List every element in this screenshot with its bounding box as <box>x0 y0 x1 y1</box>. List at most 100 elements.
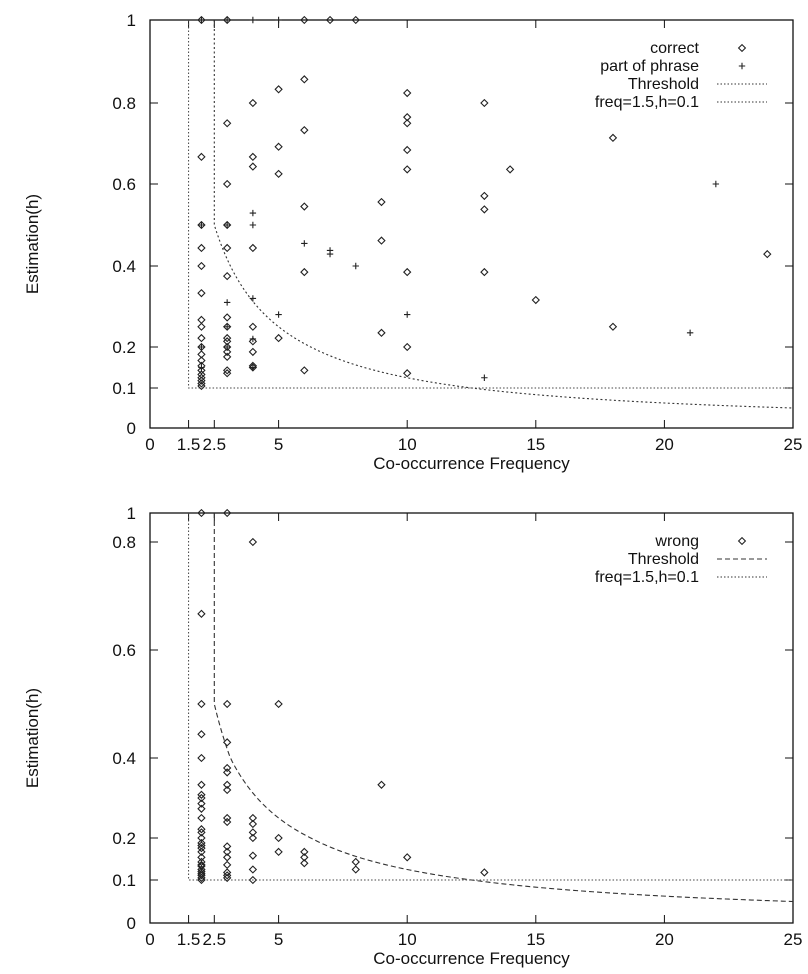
data-point <box>248 865 258 874</box>
data-point <box>608 133 618 143</box>
x-tick-label: 25 <box>784 930 803 949</box>
y-tick-label: 0.2 <box>112 338 136 357</box>
data-point <box>300 853 309 862</box>
y-tick-label: 0 <box>127 419 136 438</box>
data-point <box>222 763 232 773</box>
data-point <box>608 322 618 331</box>
legend-label: correct <box>650 40 699 57</box>
legend-label: Threshold <box>628 76 699 93</box>
data-point <box>197 356 206 365</box>
data-point <box>480 267 489 277</box>
data-point <box>222 352 232 362</box>
data-point <box>300 202 309 211</box>
data-point <box>301 240 308 247</box>
data-point <box>197 843 206 853</box>
data-point <box>274 333 283 343</box>
x-tick-label: 10 <box>398 930 417 949</box>
data-point <box>197 376 206 385</box>
plot-frame <box>149 19 794 429</box>
data-point <box>377 780 386 789</box>
data-point <box>222 768 232 777</box>
legend-label: freq=1.5,h=0.1 <box>595 94 699 111</box>
data-point <box>300 859 309 868</box>
data-point <box>197 790 206 799</box>
data-point <box>275 311 282 318</box>
data-point <box>248 322 258 331</box>
data-point <box>197 243 206 253</box>
data-point <box>300 366 309 375</box>
data-point <box>197 871 206 880</box>
chart-1: 00.10.20.40.60.810 1.5 2.5 5 10 15 20 25Co-occu… <box>23 11 802 473</box>
data-point <box>275 16 282 24</box>
data-point <box>222 738 232 747</box>
data-point <box>248 152 258 162</box>
legend-label: wrong <box>654 533 699 550</box>
x-axis-label: Co-occurrence Frequency <box>373 454 570 473</box>
y-tick-label: 0.4 <box>112 749 136 768</box>
x-tick-label: 0 <box>145 435 154 454</box>
y-tick-label: 0.8 <box>112 533 136 552</box>
series-part-of-phrase <box>198 16 720 381</box>
data-point <box>223 16 231 24</box>
x-tick-label: 5 <box>274 930 283 949</box>
data-point <box>403 342 412 352</box>
data-point <box>222 842 232 851</box>
data-point <box>197 753 206 763</box>
data-point <box>248 162 258 171</box>
threshold-line <box>213 20 794 409</box>
legend-label: part of phrase <box>600 58 699 75</box>
data-point <box>197 873 206 883</box>
x-tick-label: 20 <box>655 435 674 454</box>
data-point <box>403 145 412 155</box>
data-point <box>197 847 206 857</box>
data-point <box>738 62 746 70</box>
data-point <box>222 369 232 378</box>
data-point <box>712 180 720 188</box>
data-point <box>222 322 232 331</box>
legend-label: Threshold <box>628 551 699 568</box>
data-point <box>197 315 206 325</box>
data-point <box>300 15 309 25</box>
data-point <box>248 819 258 829</box>
data-point <box>197 379 206 388</box>
data-point <box>325 15 335 25</box>
series-correct <box>197 15 772 391</box>
data-point <box>403 853 412 862</box>
series-wrong <box>197 508 489 885</box>
data-point <box>197 261 206 271</box>
data-point <box>248 363 258 372</box>
data-point <box>197 220 206 230</box>
x-tick-label: 2.5 <box>202 930 226 949</box>
data-point <box>197 373 206 382</box>
y-tick-label: 1 <box>127 11 136 30</box>
chart-2: 00.10.20.40.60.810 1.5 2.5 5 10 15 20 25Co-occu… <box>23 504 802 968</box>
data-point <box>222 271 232 281</box>
x-tick-label: 2.5 <box>202 435 226 454</box>
data-point <box>223 299 231 306</box>
data-point <box>505 165 515 174</box>
data-point <box>531 295 540 305</box>
data-point <box>403 369 412 378</box>
data-point <box>198 16 205 24</box>
y-tick-label: 1 <box>127 504 136 523</box>
data-point <box>222 699 232 709</box>
data-point <box>326 250 334 258</box>
data-point <box>197 838 206 848</box>
y-axis-label: Estimation(h) <box>23 194 42 294</box>
data-point <box>403 165 412 174</box>
data-point <box>274 699 283 709</box>
data-point <box>197 609 206 618</box>
data-point <box>222 785 232 795</box>
data-point <box>197 322 206 331</box>
data-point <box>197 15 206 25</box>
x-tick-label: 20 <box>655 930 674 949</box>
data-point <box>248 813 258 823</box>
data-point <box>300 847 309 857</box>
data-point <box>403 267 412 277</box>
data-point <box>686 329 694 337</box>
freq-h-line <box>188 513 793 881</box>
data-point <box>197 799 206 808</box>
